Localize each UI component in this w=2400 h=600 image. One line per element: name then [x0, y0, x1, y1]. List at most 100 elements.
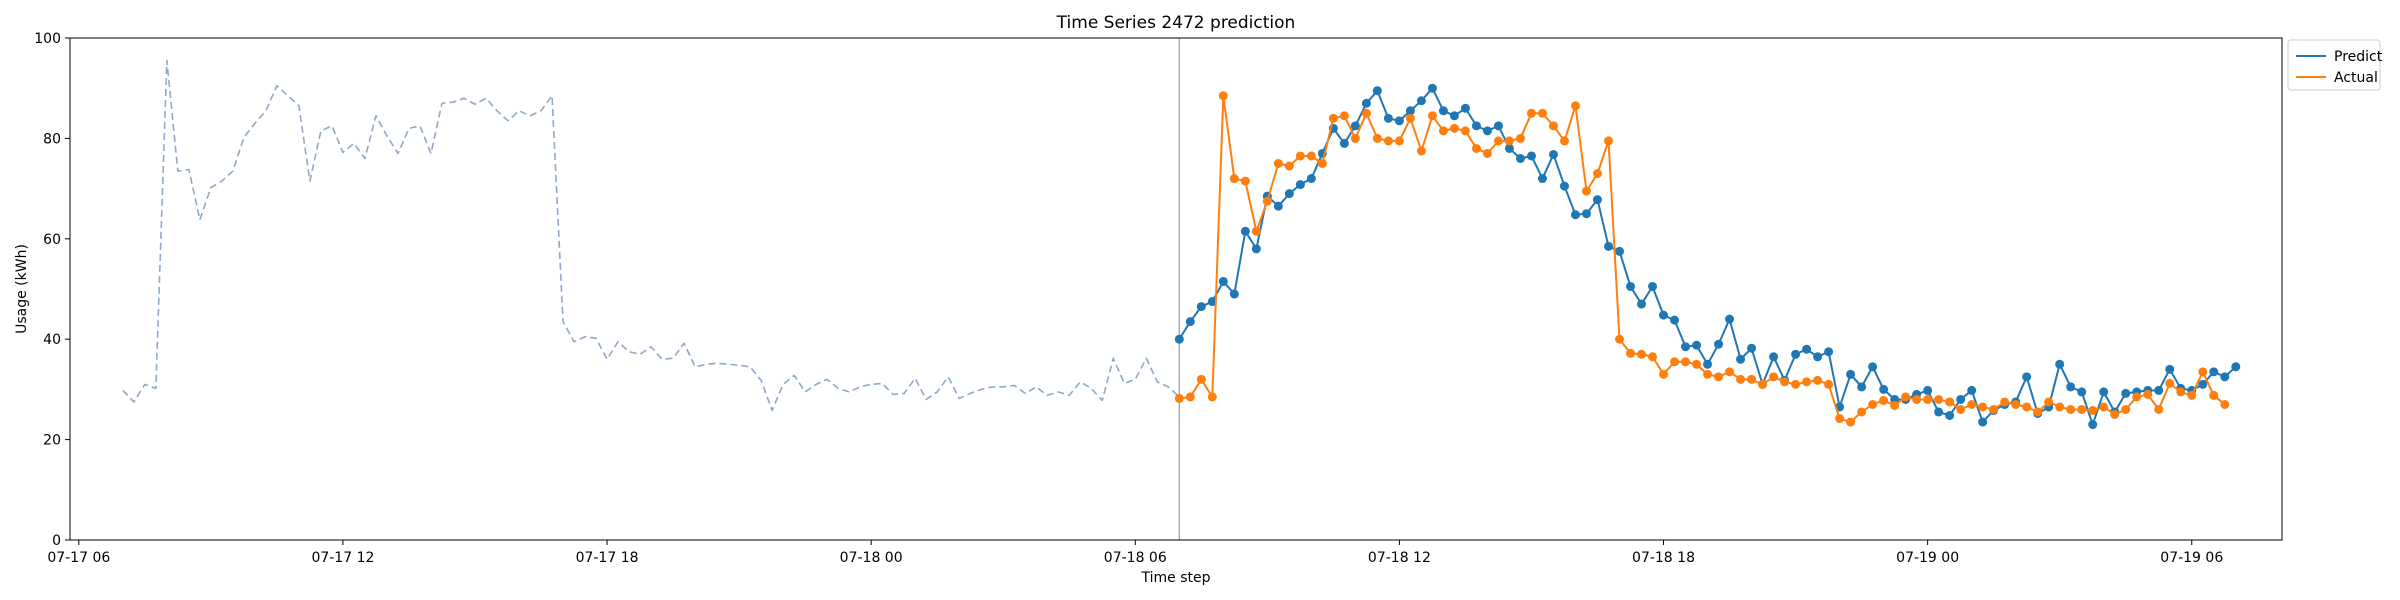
data-point-actual [1956, 404, 1966, 414]
data-point-forecast [1273, 201, 1283, 211]
data-point-forecast [1592, 195, 1602, 205]
data-point-actual [1901, 392, 1911, 402]
data-point-actual [1758, 379, 1768, 389]
x-tick-label: 07-17 06 [47, 550, 110, 566]
data-point-actual [1890, 400, 1900, 410]
data-point-actual [1714, 372, 1724, 382]
data-point-forecast [1637, 299, 1647, 309]
data-point-actual [2165, 378, 2175, 388]
data-point-actual [2055, 402, 2065, 412]
data-point-forecast [1923, 385, 1933, 395]
data-point-forecast [1868, 362, 1878, 372]
data-point-forecast [2088, 420, 2098, 430]
data-point-actual [2099, 402, 2109, 412]
data-point-forecast [2209, 367, 2219, 377]
y-tick-label: 60 [43, 232, 61, 248]
data-point-forecast [1967, 385, 1977, 395]
y-tick-label: 0 [52, 533, 61, 549]
data-point-actual [1548, 121, 1558, 131]
data-point-actual [2209, 390, 2219, 400]
data-point-actual [1780, 377, 1790, 387]
data-point-forecast [1482, 126, 1492, 136]
data-point-actual [1306, 151, 1316, 161]
data-point-forecast [1725, 314, 1735, 324]
data-point-forecast [1934, 407, 1944, 417]
x-tick-label: 07-18 06 [1104, 550, 1167, 566]
data-point-actual [2121, 404, 2131, 414]
data-point-actual [1670, 357, 1680, 367]
chart-title: Time Series 2472 prediction [1056, 13, 1296, 33]
series-line-history [122, 59, 1180, 412]
data-point-actual [1934, 394, 1944, 404]
data-point-forecast [1857, 382, 1867, 392]
data-point-actual [1659, 369, 1669, 379]
data-point-forecast [1449, 111, 1459, 121]
data-point-actual [1592, 169, 1602, 179]
data-point-forecast [1879, 384, 1889, 394]
data-point-forecast [1824, 347, 1834, 357]
data-point-forecast [1339, 138, 1349, 148]
data-point-forecast [1416, 96, 1426, 106]
data-point-forecast [1295, 180, 1305, 190]
data-point-forecast [1372, 86, 1382, 96]
data-point-forecast [1350, 121, 1360, 131]
data-point-actual [1372, 133, 1382, 143]
data-point-forecast [1548, 149, 1558, 159]
data-point-actual [1813, 375, 1823, 385]
data-point-actual [1427, 111, 1437, 121]
data-point-actual [1471, 143, 1481, 153]
data-point-forecast [1405, 106, 1415, 116]
data-point-actual [1251, 226, 1261, 236]
data-point-forecast [1218, 276, 1228, 286]
data-point-forecast [1681, 342, 1691, 352]
data-point-actual [1361, 108, 1371, 118]
data-point-actual [1769, 372, 1779, 382]
data-point-forecast [1714, 339, 1724, 349]
data-point-actual [1626, 348, 1636, 358]
y-tick-label: 80 [43, 131, 61, 147]
data-point-actual [1581, 186, 1591, 196]
y-tick-label: 100 [34, 31, 61, 47]
data-point-actual [1857, 407, 1867, 417]
data-point-actual [1802, 377, 1812, 387]
data-point-actual [1615, 334, 1624, 344]
data-point-actual [1350, 133, 1360, 143]
plot-frame [69, 37, 2283, 541]
data-point-actual [1515, 133, 1525, 143]
data-point-forecast [1251, 244, 1261, 254]
data-point-forecast [1229, 289, 1239, 299]
data-point-actual [1703, 369, 1713, 379]
data-point-actual [1692, 359, 1702, 369]
y-tick-label: 20 [43, 433, 61, 449]
data-point-actual [1570, 101, 1580, 111]
y-axis-label: Usage (kWh) [14, 244, 30, 334]
x-tick-label: 07-18 00 [840, 550, 903, 566]
data-point-actual [1835, 414, 1845, 424]
data-point-actual [2198, 367, 2208, 377]
data-point-forecast [1394, 116, 1404, 126]
x-tick-label: 07-17 12 [311, 550, 374, 566]
y-tick-label: 40 [43, 332, 61, 348]
data-point-forecast [1659, 310, 1669, 320]
data-point-forecast [1736, 354, 1746, 364]
data-point-actual [2033, 407, 2043, 417]
data-point-actual [2044, 397, 2054, 407]
data-point-forecast [1504, 143, 1514, 153]
data-point-forecast [2231, 362, 2241, 372]
data-point-actual [2154, 404, 2164, 414]
data-point-forecast [1670, 315, 1680, 325]
data-point-forecast [1846, 369, 1856, 379]
data-point-actual [1791, 379, 1801, 389]
data-point-actual [2187, 390, 2197, 400]
data-point-actual [1648, 352, 1658, 362]
data-point-actual [2176, 387, 2186, 397]
data-point-actual [1912, 394, 1922, 404]
data-point-actual [1559, 136, 1569, 146]
data-point-forecast [1813, 352, 1823, 362]
data-point-actual [1681, 357, 1691, 367]
data-point-actual [1482, 148, 1492, 158]
data-point-forecast [1791, 349, 1801, 359]
data-point-forecast [2198, 379, 2208, 389]
data-point-actual [1460, 126, 1470, 136]
data-point-actual [1262, 196, 1272, 206]
